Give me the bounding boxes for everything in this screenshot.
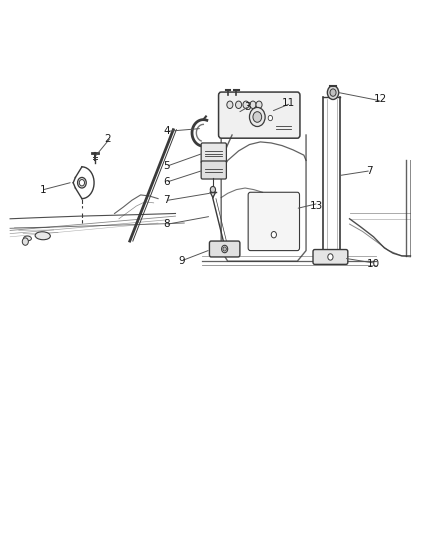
Circle shape [253,112,261,122]
Circle shape [250,101,256,109]
Circle shape [327,86,339,100]
Circle shape [268,115,272,120]
Circle shape [236,101,242,109]
Text: 10: 10 [367,259,380,269]
Circle shape [256,101,262,109]
Text: 12: 12 [374,94,387,104]
Ellipse shape [24,236,32,241]
Circle shape [223,247,226,251]
Circle shape [250,108,265,126]
FancyBboxPatch shape [201,143,226,163]
Circle shape [210,187,215,193]
Circle shape [330,89,336,96]
Text: 4: 4 [163,126,170,136]
Text: 3: 3 [244,102,251,112]
Circle shape [222,245,228,253]
Circle shape [78,177,86,188]
Text: 11: 11 [282,98,295,108]
Circle shape [227,101,233,109]
Text: 2: 2 [105,134,111,144]
Text: 13: 13 [310,200,324,211]
FancyBboxPatch shape [219,92,300,138]
Text: 8: 8 [163,219,170,229]
Circle shape [243,101,249,109]
Text: 7: 7 [366,166,372,176]
Text: 9: 9 [179,256,185,266]
Text: 6: 6 [163,176,170,187]
FancyBboxPatch shape [209,241,240,257]
Text: 5: 5 [163,161,170,171]
Circle shape [79,180,85,186]
Text: 7: 7 [163,195,170,205]
Circle shape [22,238,28,245]
FancyBboxPatch shape [313,249,348,264]
Text: 1: 1 [39,184,46,195]
Ellipse shape [35,232,50,240]
FancyBboxPatch shape [248,192,300,251]
FancyBboxPatch shape [201,161,226,179]
Circle shape [271,231,276,238]
Circle shape [328,254,333,260]
